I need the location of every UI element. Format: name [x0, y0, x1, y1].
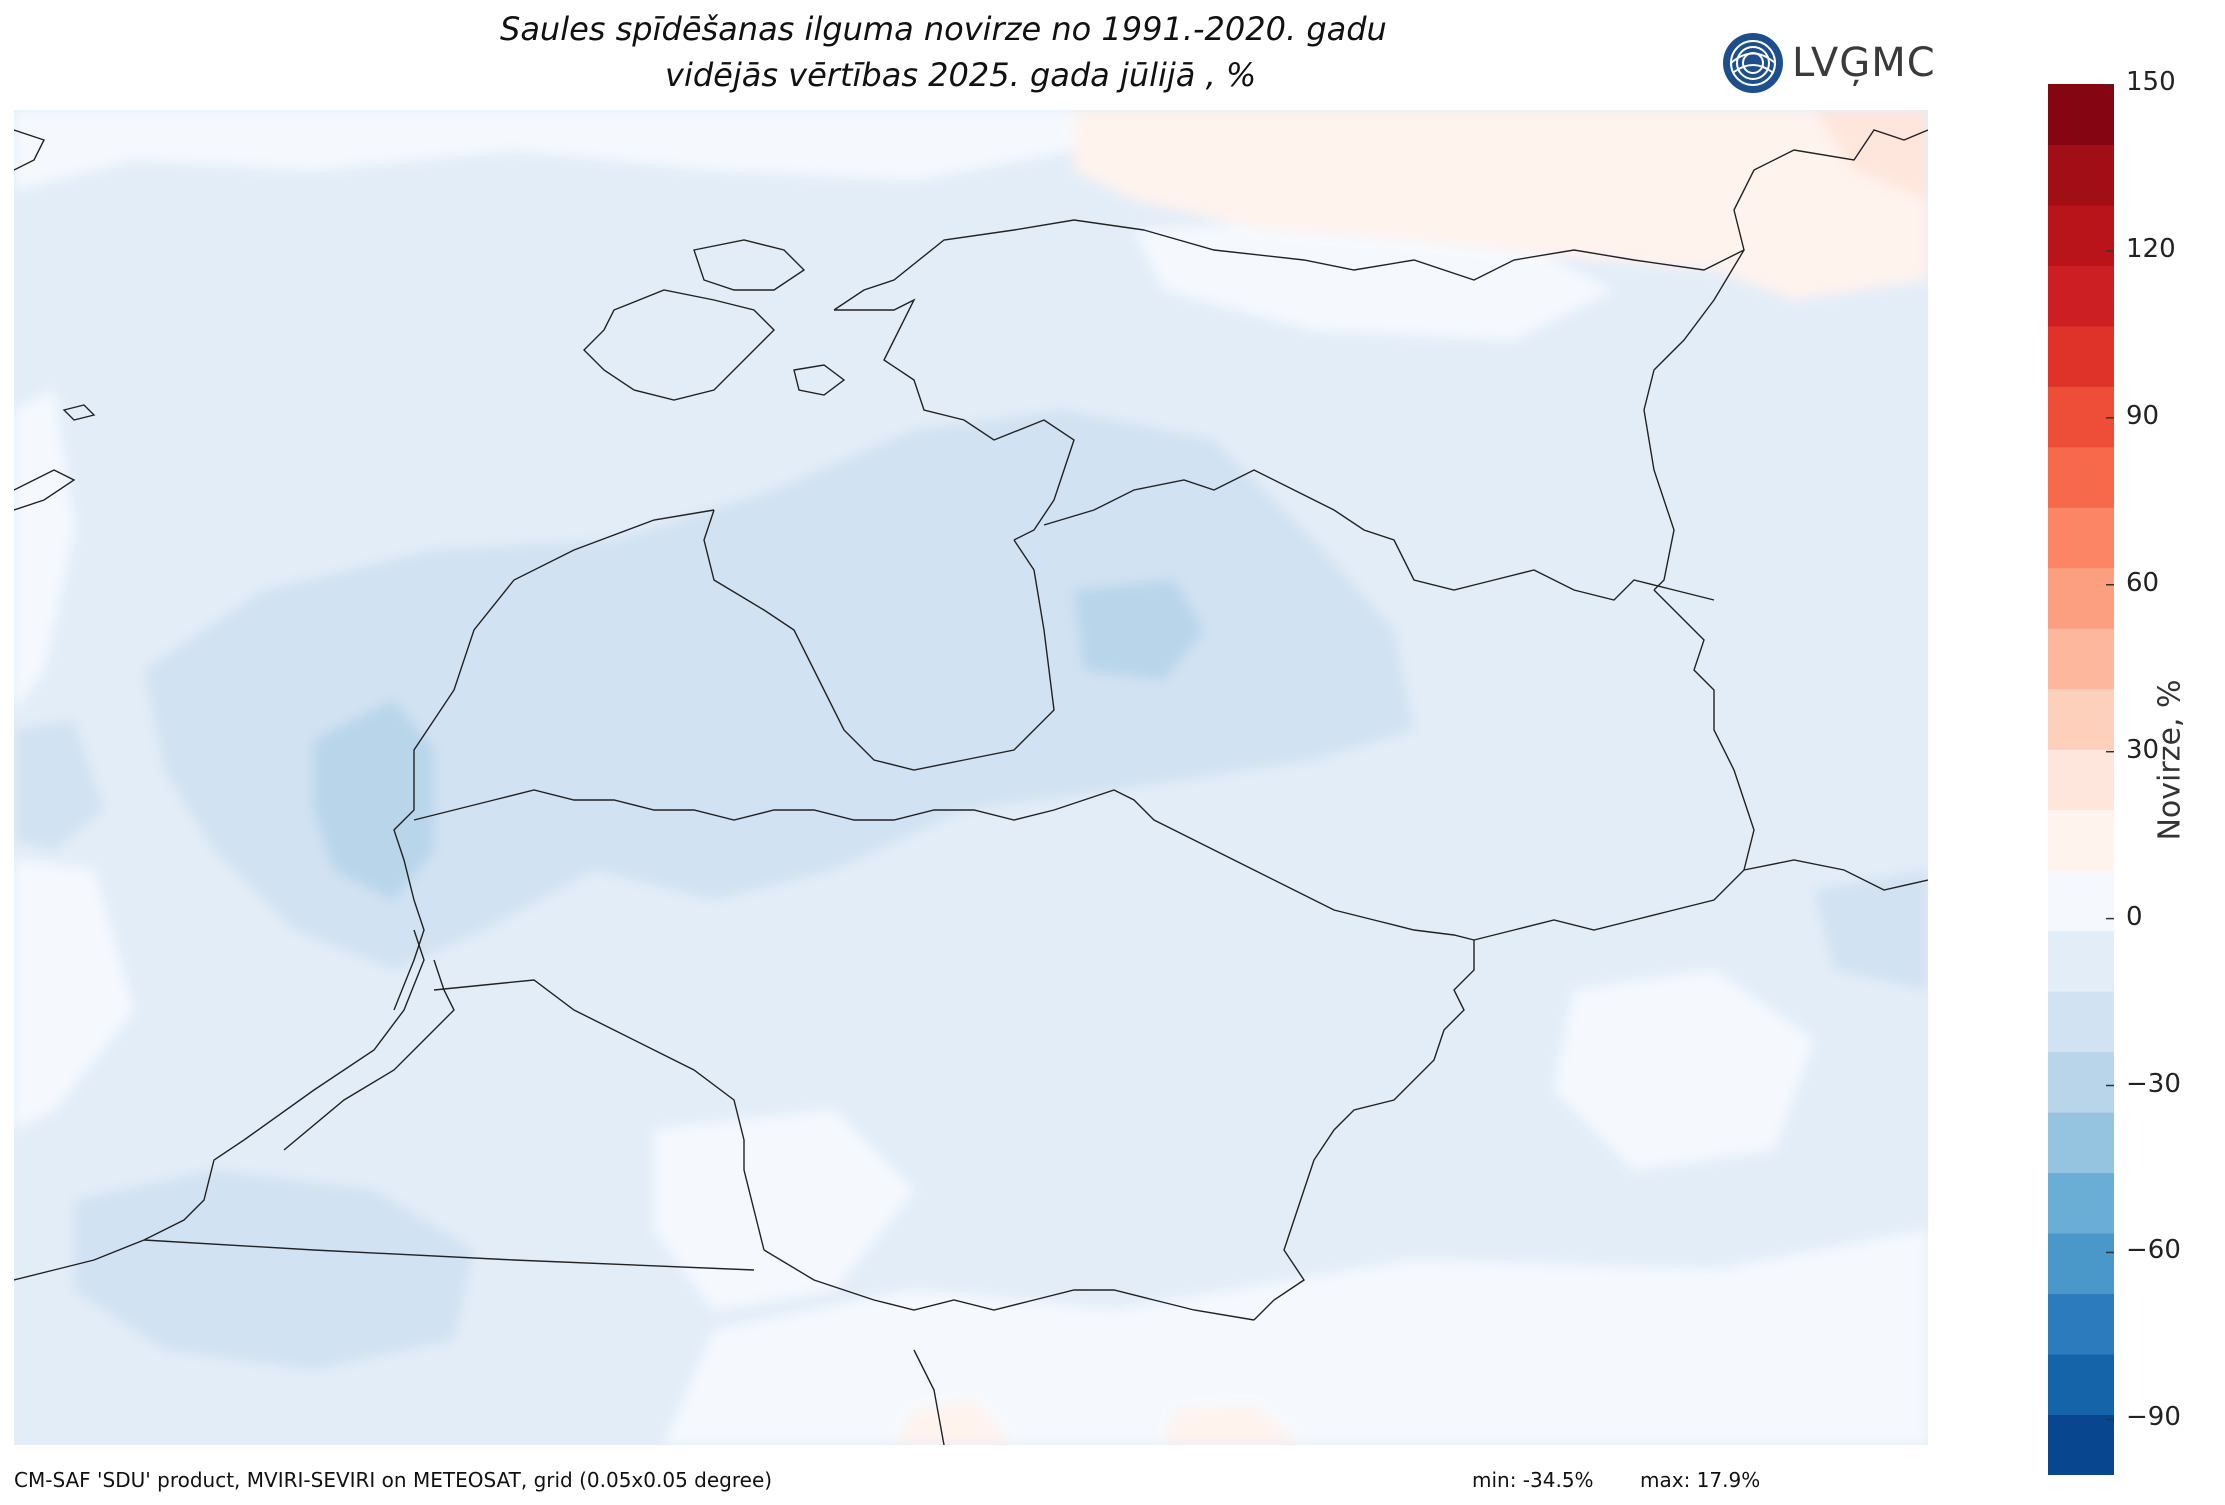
colorbar-tick-label: 30	[2126, 734, 2160, 765]
title-line-2: vidējās vērtības 2025. gada jūlijā , %	[665, 56, 1257, 94]
colorbar-segment	[2048, 567, 2114, 629]
data-source: CM-SAF 'SDU' product, MVIRI-SEVIRI on ME…	[14, 1468, 773, 1492]
anomaly-zone-negative-sw	[74, 1170, 474, 1370]
anomaly-zone-negative-central	[144, 410, 1414, 970]
colorbar-segment	[2048, 749, 2114, 811]
colorbar-segment	[2048, 628, 2114, 690]
colorbar-segment	[2048, 870, 2114, 932]
island-hiiumaa	[693, 239, 806, 291]
curonian-spit	[243, 929, 425, 1141]
coastline-north	[833, 129, 1928, 311]
colorbar-segment	[2048, 1172, 2114, 1234]
colorbar-segment	[2048, 1051, 2114, 1113]
anomaly-zone-near-zero-s	[664, 1230, 1928, 1445]
colorbar-tick-label: 60	[2126, 567, 2160, 598]
anomaly-map	[14, 110, 1928, 1445]
border-estonia-latvia	[1043, 469, 1715, 601]
map-canvas	[14, 110, 1928, 1445]
anomaly-zone-near-zero-nw	[14, 110, 1074, 190]
colorbar-title: Novirze, %	[2152, 679, 2188, 841]
island-muhu	[793, 364, 846, 396]
colorbar-segment	[2048, 1414, 2114, 1476]
anomaly-zone-negative-e	[1814, 870, 1928, 990]
coastline-baltic-east	[393, 509, 715, 1011]
colorbar-segment	[2048, 991, 2114, 1053]
anomaly-zone-positive-ne	[1074, 110, 1928, 300]
colorbar-segment	[2048, 325, 2114, 387]
colorbar-tick-label: 120	[2126, 233, 2176, 264]
coastlines-and-borders	[14, 129, 1928, 1445]
anomaly-zone-negative-w	[14, 720, 104, 850]
colorbar-tick-label: 150	[2126, 67, 2176, 97]
island-gotland-coast	[14, 129, 45, 171]
border-lithuania-kaliningrad	[433, 979, 765, 1251]
colorbar-segment	[2048, 144, 2114, 206]
coast-fragment-west-2	[62, 404, 96, 421]
coastline-estonia-west	[834, 298, 1075, 541]
anomaly-zone-near-zero-se	[1554, 970, 1814, 1170]
curonian-lagoon	[283, 959, 455, 1151]
border-latvia-lithuania	[413, 789, 1475, 941]
colorbar-tick-label: −90	[2126, 1402, 2181, 1433]
anomaly-zone-near-zero-sw	[14, 860, 134, 1130]
anomaly-zone-negative-peak-coast	[314, 700, 434, 900]
border-lithuania-belarus	[1253, 940, 1475, 1321]
colorbar-segment	[2048, 809, 2114, 871]
border-poland-belarus	[913, 1349, 945, 1445]
colorbar-tick-label: −60	[2126, 1235, 2181, 1266]
colorbar-segment	[2048, 386, 2114, 448]
title-line-1: Saules spīdēšanas ilguma novirze no 1991…	[500, 10, 1387, 48]
anomaly-zone-positive-s	[894, 1400, 1014, 1445]
logo-text: LVĢMC	[1792, 40, 1936, 86]
colorbar-segment	[2048, 204, 2114, 266]
colorbar-segment	[2048, 84, 2114, 145]
anomaly-zone-near-zero-central	[654, 1110, 914, 1310]
lvgmc-globe-icon	[1723, 33, 1783, 93]
lvgmc-logo: LVĢMC	[1722, 28, 1936, 98]
anomaly-zone-negative-peak-inland	[1074, 580, 1204, 680]
colorbar-segment	[2048, 446, 2114, 508]
colorbar-tick-label: 90	[2126, 400, 2160, 431]
colorbar-segment	[2048, 1233, 2114, 1295]
colorbar-segment	[2048, 1354, 2114, 1416]
anomaly-zone-positive-ne-peak	[1814, 110, 1928, 200]
colorbar-segment	[2048, 1293, 2114, 1355]
colorbar-segment	[2048, 265, 2114, 327]
colorbar-tick-label: −30	[2126, 1068, 2181, 1099]
anomaly-zone-positive-s2	[1164, 1405, 1304, 1445]
colorbar-segment	[2048, 507, 2114, 569]
colorbar-segment	[2048, 930, 2114, 992]
coastline-southwest	[14, 1139, 245, 1281]
island-saaremaa	[583, 289, 775, 401]
border-belarus-russia	[1743, 859, 1928, 891]
border-lithuania-poland	[763, 1249, 1255, 1321]
colorbar-segment	[2048, 1112, 2114, 1174]
colorbar-tick-label: 0	[2126, 901, 2143, 932]
map-title: Saules spīdēšanas ilguma novirze no 1991…	[330, 6, 1930, 98]
min-value-label: min: -34.5%	[1472, 1468, 1594, 1492]
colorbar-scale	[2048, 83, 2114, 1476]
border-estonia-russia	[1643, 249, 1745, 591]
coastline-gulf-of-riga	[703, 509, 1055, 771]
border-kaliningrad-poland	[143, 1239, 755, 1271]
anomaly-zone-near-zero-w	[14, 390, 74, 710]
border-latvia-russia	[1653, 589, 1755, 871]
anomaly-zone-near-zero-ne	[1134, 220, 1614, 340]
coast-fragment-west	[14, 469, 76, 511]
colorbar	[2048, 83, 2114, 1476]
max-value-label: max: 17.9%	[1640, 1468, 1761, 1492]
colorbar-segment	[2048, 688, 2114, 750]
border-latvia-belarus	[1473, 869, 1745, 941]
